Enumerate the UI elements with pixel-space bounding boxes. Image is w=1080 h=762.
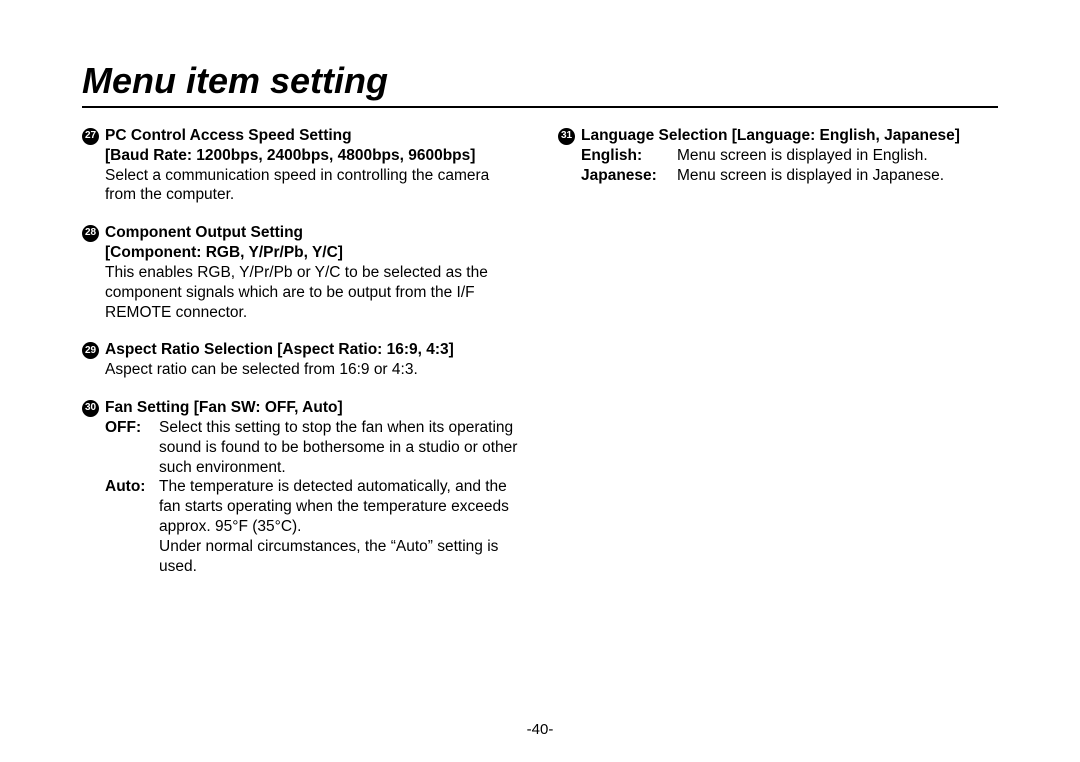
definition-desc: The temperature is detected automaticall… [159, 477, 522, 576]
definition-term: Auto: [105, 477, 159, 497]
right-column: 31 Language Selection [Language: English… [558, 126, 998, 595]
definition-list: English: Menu screen is displayed in Eng… [581, 146, 998, 186]
manual-page: Menu item setting 27 PC Control Access S… [0, 0, 1080, 762]
definition-desc: Menu screen is displayed in English. [677, 146, 998, 166]
definition-term: Japanese: [581, 166, 677, 186]
definition-term: English: [581, 146, 677, 166]
section-body: Aspect ratio can be selected from 16:9 o… [105, 360, 522, 380]
definition-row: Japanese: Menu screen is displayed in Ja… [581, 166, 998, 186]
section-29: 29 Aspect Ratio Selection [Aspect Ratio:… [82, 340, 522, 380]
definition-desc-line: Under normal circumstances, the “Auto” s… [159, 538, 498, 575]
definition-row: OFF: Select this setting to stop the fan… [105, 418, 522, 477]
section-heading: Component Output Setting [105, 223, 303, 243]
left-column: 27 PC Control Access Speed Setting [Baud… [82, 126, 522, 595]
section-31: 31 Language Selection [Language: English… [558, 126, 998, 185]
definition-row: English: Menu screen is displayed in Eng… [581, 146, 998, 166]
content-columns: 27 PC Control Access Speed Setting [Baud… [82, 126, 998, 595]
section-body: This enables RGB, Y/Pr/Pb or Y/C to be s… [105, 263, 522, 322]
bullet-icon: 29 [82, 342, 99, 359]
definition-desc: Menu screen is displayed in Japanese. [677, 166, 998, 186]
definition-list: OFF: Select this setting to stop the fan… [105, 418, 522, 577]
section-27: 27 PC Control Access Speed Setting [Baud… [82, 126, 522, 205]
definition-term: OFF: [105, 418, 159, 438]
section-28: 28 Component Output Setting [Component: … [82, 223, 522, 322]
definition-desc-line: The temperature is detected automaticall… [159, 478, 509, 535]
section-30: 30 Fan Setting [Fan SW: OFF, Auto] OFF: … [82, 398, 522, 576]
bullet-icon: 31 [558, 128, 575, 145]
section-heading: PC Control Access Speed Setting [105, 126, 352, 146]
definition-desc: Select this setting to stop the fan when… [159, 418, 522, 477]
section-subheading: [Baud Rate: 1200bps, 2400bps, 4800bps, 9… [105, 146, 522, 166]
section-subheading: [Component: RGB, Y/Pr/Pb, Y/C] [105, 243, 522, 263]
section-heading: Fan Setting [Fan SW: OFF, Auto] [105, 398, 343, 418]
bullet-icon: 30 [82, 400, 99, 417]
page-title: Menu item setting [82, 60, 998, 108]
bullet-icon: 27 [82, 128, 99, 145]
section-body: Select a communication speed in controll… [105, 166, 522, 206]
section-heading: Aspect Ratio Selection [Aspect Ratio: 16… [105, 340, 454, 360]
definition-row: Auto: The temperature is detected automa… [105, 477, 522, 576]
bullet-icon: 28 [82, 225, 99, 242]
page-number: -40- [0, 721, 1080, 738]
section-heading: Language Selection [Language: English, J… [581, 126, 960, 146]
